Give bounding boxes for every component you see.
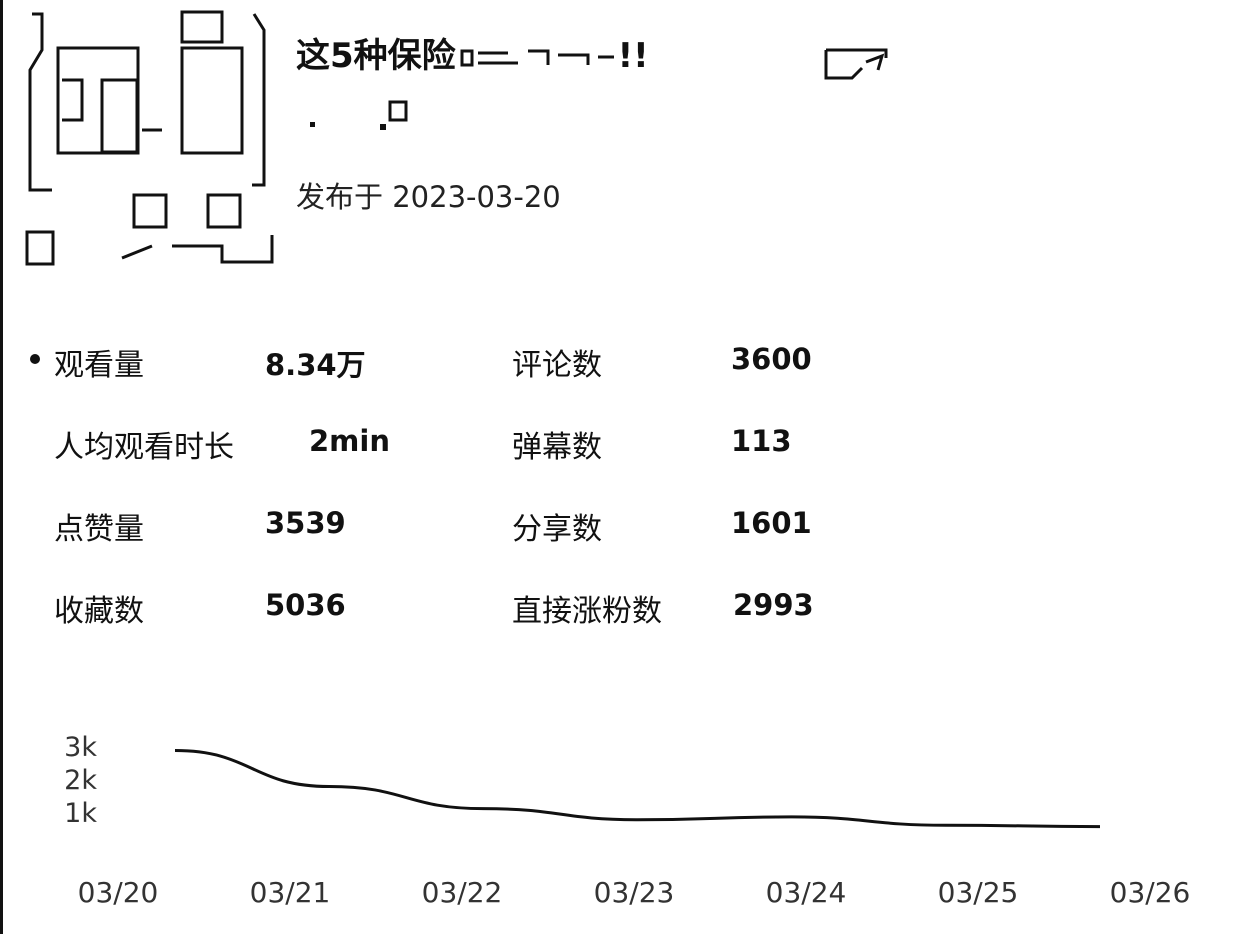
stat-label-danmaku: 弹幕数: [512, 430, 602, 465]
title-redacted-glyphs: [460, 49, 614, 66]
series-line: [174, 749, 1101, 829]
stat-value-danmaku: 113: [731, 424, 792, 458]
publish-date: 发布于 2023-03-20: [296, 180, 561, 214]
stat-label-new-followers: 直接涨粉数: [512, 594, 662, 629]
stat-value-shares: 1601: [731, 506, 812, 540]
stat-label-likes: 点赞量: [54, 512, 144, 547]
y-tick-label: 1k: [64, 798, 97, 829]
stat-label-favorites: 收藏数: [54, 594, 144, 629]
x-tick-label: 03/23: [594, 876, 675, 909]
stat-label-avg-watch: 人均观看时长: [54, 430, 234, 465]
y-tick-label: 2k: [64, 765, 97, 796]
stat-label-comments: 评论数: [512, 348, 602, 383]
window-edge: [0, 0, 3, 934]
stat-label-shares: 分享数: [512, 512, 602, 547]
stat-label-views: 观看量: [54, 348, 144, 383]
stat-value-favorites: 5036: [265, 588, 346, 622]
stat-value-new-followers: 2993: [733, 588, 814, 622]
x-tick-label: 03/26: [1110, 876, 1191, 909]
share-icon[interactable]: [822, 46, 890, 82]
trend-chart: 3k 2k 1k 03/20 03/21 03/22 03/23 03/24 03/25 03/2…: [0, 700, 1236, 934]
video-title-text: 这5种保险: [296, 36, 456, 76]
stat-value-views: 8.34万: [265, 348, 366, 382]
stat-value-comments: 3600: [731, 342, 812, 376]
stat-value-likes: 3539: [265, 506, 346, 540]
y-tick-label: 3k: [64, 732, 97, 763]
x-tick-label: 03/25: [938, 876, 1019, 909]
thumbnail-image: [25, 10, 274, 266]
video-title[interactable]: 这5种保险!!: [296, 28, 649, 77]
x-tick-label: 03/20: [78, 876, 159, 909]
x-tick-label: 03/21: [250, 876, 331, 909]
x-tick-label: 03/22: [422, 876, 503, 909]
x-tick-label: 03/24: [766, 876, 847, 909]
video-thumbnail[interactable]: [22, 10, 278, 268]
bullet-dot: [30, 354, 40, 364]
subtitle-redacted-glyphs: [310, 100, 408, 130]
stat-value-avg-watch: 2min: [309, 424, 390, 458]
video-title-suffix: !!: [617, 36, 649, 76]
